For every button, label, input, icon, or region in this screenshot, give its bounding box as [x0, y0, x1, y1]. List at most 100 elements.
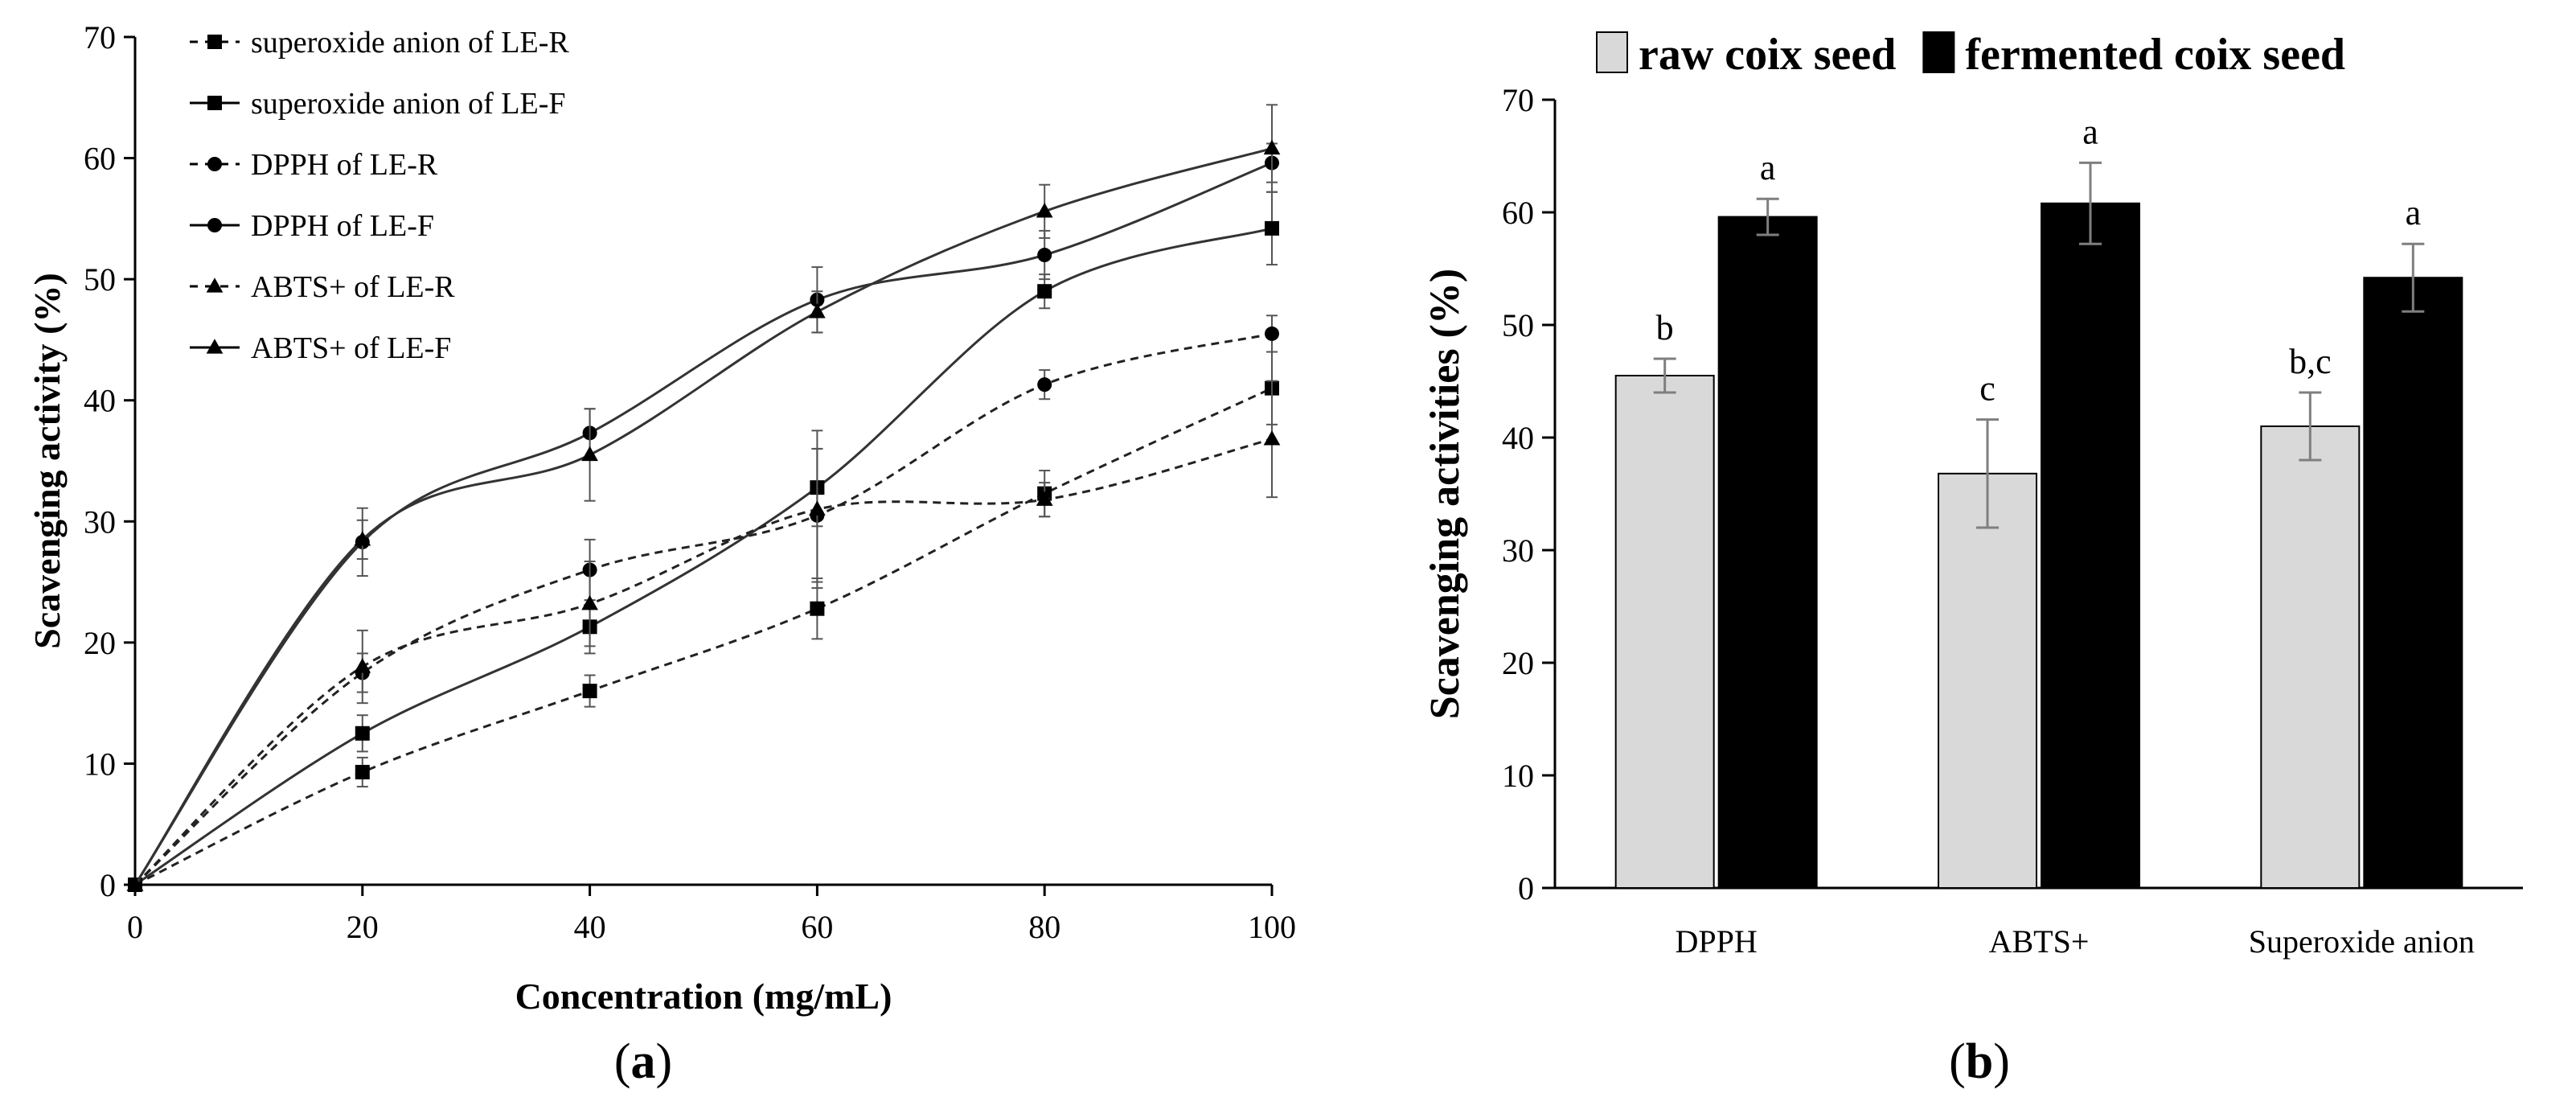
x-tick-label-a: 0 [127, 909, 143, 945]
y-tick-label-a: 0 [100, 867, 116, 903]
bar-group-abts-raw-coix-seed: c [1938, 369, 2037, 889]
legend-label: fermented coix seed [1965, 30, 2345, 80]
point-abts-of-le-r [1263, 430, 1281, 446]
bar-fermented-coix-seed [1717, 216, 1818, 890]
legend-b: raw coix seed fermented coix seed [1596, 30, 2345, 80]
x-tick-label-a: 80 [1028, 909, 1060, 945]
x-tick-label-a: 20 [347, 909, 379, 945]
bar-chart-b: 0 10 20 30 40 50 60 70 DPPH ABTS+ Superoxide anion… [1422, 30, 2523, 960]
legend-item-dpph-of-le-r: DPPH of LE-R [190, 148, 438, 182]
x-axis-title-a: Concentration (mg/mL) [515, 976, 892, 1017]
y-tick-label-b: 10 [1502, 758, 1534, 794]
series-superoxide-anion-of-le-f [128, 191, 1279, 892]
legend-label: superoxide anion of LE-R [251, 26, 569, 60]
point-superoxide-anion-of-le-f [1037, 284, 1052, 299]
point-superoxide-anion-of-le-r [810, 601, 825, 616]
y-tick-label-a: 70 [84, 19, 116, 55]
bar-group-abts-fermented-coix-seed: a [2041, 112, 2140, 890]
significance-letter: a [1760, 148, 1776, 187]
significance-letter: b,c [2289, 342, 2332, 381]
legend-label: DPPH of LE-R [251, 148, 438, 182]
y-tick-label-a: 20 [84, 625, 116, 661]
series-abts-of-le-f [126, 104, 1281, 891]
bars-b: b a c a b,c a [1614, 112, 2463, 890]
bar-raw-coix-seed [1614, 375, 1715, 889]
legend-marker [207, 96, 222, 110]
point-dpph-of-le-r [1037, 377, 1052, 393]
panel-labels: (a) (b) [614, 1034, 2010, 1089]
y-tick-label-a: 30 [84, 504, 116, 540]
point-abts-of-le-f [1263, 139, 1281, 155]
series-dpph-of-le-r [128, 314, 1279, 892]
significance-letter: b [1656, 308, 1674, 347]
legend-item-abts-of-le-f: ABTS+ of LE-F [190, 331, 451, 365]
category-label-superoxide-anion: Superoxide anion [2249, 923, 2475, 960]
legend-label: raw coix seed [1639, 30, 1896, 80]
axes-b: 0 10 20 30 40 50 60 70 DPPH ABTS+ Superoxide anion [1502, 82, 2523, 960]
legend-item-superoxide-anion-of-le-f: superoxide anion of LE-F [190, 87, 566, 121]
legend-marker [207, 35, 222, 49]
legend-marker [206, 277, 224, 293]
legend-label: superoxide anion of LE-F [251, 87, 566, 121]
point-dpph-of-le-r [1265, 326, 1279, 341]
y-axis-title-a: Scavenging activity (%) [27, 273, 68, 649]
line-abts-of-le-r [133, 438, 1273, 886]
y-tick-label-b: 60 [1502, 195, 1534, 231]
y-tick-label-a: 50 [84, 261, 116, 298]
legend-swatch [1596, 31, 1628, 73]
legend-item-raw-coix-seed: raw coix seed [1596, 30, 1896, 80]
point-abts-of-le-f [809, 302, 826, 319]
legend-marker [207, 157, 222, 171]
legend-marker [206, 339, 224, 354]
y-tick-label-a: 60 [84, 141, 116, 177]
legend-marker [207, 218, 222, 232]
axes-a: 0 10 20 30 40 50 60 70 0 20 40 60 80 100 [84, 19, 1296, 945]
bar-group-superoxide-anion-raw-coix-seed: b,c [2260, 342, 2361, 889]
x-tick-label-a: 100 [1248, 909, 1296, 945]
category-label-abts: ABTS+ [1989, 923, 2090, 960]
bar-group-dpph-raw-coix-seed: b [1614, 308, 1715, 889]
point-superoxide-anion-of-le-r [582, 684, 597, 699]
point-abts-of-le-r [354, 658, 371, 673]
legend-a: superoxide anion of LE-R superoxide anion… [190, 26, 569, 365]
line-superoxide-anion-of-le-r [134, 387, 1273, 886]
category-label-dpph: DPPH [1676, 923, 1758, 960]
y-tick-label-a: 10 [84, 746, 116, 782]
line-dpph-of-le-r [133, 332, 1273, 886]
point-abts-of-le-r [581, 594, 598, 610]
bar-group-superoxide-anion-fermented-coix-seed: a [2363, 193, 2463, 889]
legend-item-fermented-coix-seed: fermented coix seed [1922, 30, 2345, 80]
point-abts-of-le-f [581, 446, 598, 462]
y-axis-title-b: Scavenging activities (%) [1422, 269, 1468, 719]
y-tick-label-b: 50 [1502, 307, 1534, 343]
significance-letter: a [2406, 193, 2422, 232]
line-dpph-of-le-f [133, 162, 1273, 886]
point-abts-of-le-f [1036, 203, 1053, 218]
point-abts-of-le-r [809, 500, 826, 516]
legend-item-dpph-of-le-f: DPPH of LE-F [190, 209, 434, 243]
series-superoxide-anion-of-le-r [128, 351, 1279, 892]
panel-label-a: (a) [614, 1034, 672, 1089]
point-superoxide-anion-of-le-r [355, 764, 370, 779]
y-tick-label-b: 40 [1502, 420, 1534, 456]
point-abts-of-le-r [1036, 491, 1053, 506]
line-chart-a: 0 10 20 30 40 50 60 70 0 20 40 60 80 100 superoxide a… [27, 19, 1296, 1017]
significance-letter: a [2082, 112, 2098, 151]
legend-item-abts-of-le-r: ABTS+ of LE-R [190, 270, 455, 304]
point-abts-of-le-f [126, 876, 144, 891]
y-tick-label-b: 20 [1502, 645, 1534, 681]
y-tick-label-b: 0 [1518, 870, 1534, 906]
point-dpph-of-le-f [1037, 248, 1052, 263]
point-abts-of-le-f [354, 531, 371, 546]
legend-item-superoxide-anion-of-le-r: superoxide anion of LE-R [190, 26, 569, 60]
bar-fermented-coix-seed [2363, 277, 2463, 889]
line-superoxide-anion-of-le-f [134, 227, 1273, 886]
series-lines-a [126, 104, 1281, 892]
bar-group-dpph-fermented-coix-seed: a [1717, 148, 1818, 890]
series-abts-of-le-r [126, 380, 1281, 891]
x-tick-label-a: 60 [801, 909, 833, 945]
legend-label: ABTS+ of LE-R [251, 270, 455, 304]
legend-label: DPPH of LE-F [251, 209, 434, 243]
x-tick-label-a: 40 [574, 909, 606, 945]
